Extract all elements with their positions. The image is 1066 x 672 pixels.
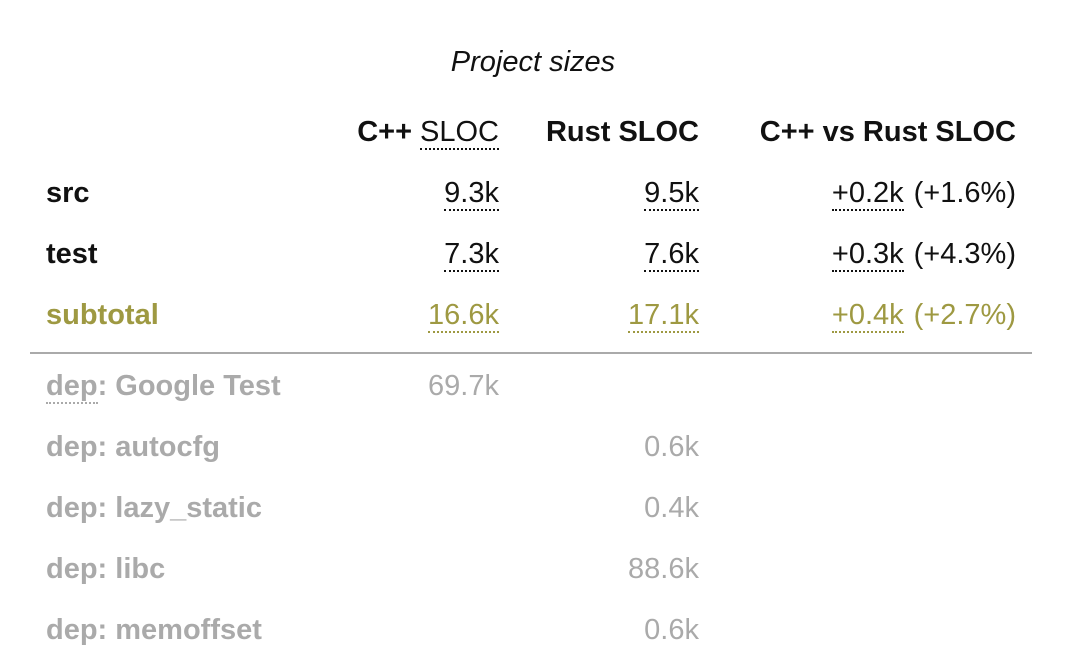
- label: src: [46, 177, 90, 209]
- value: 7.3k: [444, 238, 499, 272]
- label: dep: autocfg: [46, 431, 220, 463]
- value: 9.3k: [444, 177, 499, 211]
- label: : Google Test: [97, 370, 281, 402]
- header-text: C++: [357, 116, 413, 148]
- row-label: dep: Google Test: [46, 368, 346, 404]
- value: 0.4k: [644, 492, 699, 524]
- cell: 0.6k: [500, 429, 699, 465]
- label: subtotal: [46, 299, 159, 331]
- divider: [30, 352, 1032, 354]
- delta: +0.4k: [831, 299, 904, 333]
- value: 88.6k: [628, 553, 699, 585]
- label: test: [46, 238, 98, 270]
- percent: (+2.7%): [913, 299, 1016, 331]
- value: 17.1k: [628, 299, 699, 333]
- row-label: dep: lazy_static: [46, 490, 346, 526]
- row-label: subtotal: [46, 297, 296, 333]
- cell: 17.1k: [500, 297, 699, 333]
- header-text: C++ vs Rust SLOC: [759, 116, 1016, 148]
- delta: +0.3k: [831, 238, 904, 272]
- row-label: dep: memoffset: [46, 612, 346, 648]
- label: dep: lazy_static: [46, 492, 262, 524]
- row-label: dep: libc: [46, 551, 346, 587]
- header-abbr: SLOC: [420, 116, 499, 150]
- value: 0.6k: [644, 431, 699, 463]
- row-label: test: [46, 236, 296, 272]
- cell: 9.3k: [300, 175, 499, 211]
- value: 16.6k: [428, 299, 499, 333]
- label: dep: memoffset: [46, 614, 262, 646]
- header-cell: C++ SLOC: [300, 114, 499, 150]
- header-text: Rust SLOC: [545, 116, 699, 148]
- value: 7.6k: [644, 238, 699, 272]
- cell: 0.6k: [500, 612, 699, 648]
- cell: 7.6k: [500, 236, 699, 272]
- label: dep: [46, 370, 98, 404]
- value: 9.5k: [644, 177, 699, 211]
- delta: +0.2k: [831, 177, 904, 211]
- cell: 16.6k: [300, 297, 499, 333]
- cell: 69.7k: [300, 368, 499, 404]
- cell: 88.6k: [500, 551, 699, 587]
- value: 69.7k: [428, 370, 499, 402]
- cell: 9.5k: [500, 175, 699, 211]
- percent: (+1.6%): [913, 177, 1016, 209]
- cell: 7.3k: [300, 236, 499, 272]
- cell: 0.4k: [500, 490, 699, 526]
- caption: Project sizes: [450, 46, 616, 78]
- header-cell: Rust SLOC: [500, 114, 699, 150]
- row-label: dep: autocfg: [46, 429, 346, 465]
- row-label: src: [46, 175, 296, 211]
- value: 0.6k: [644, 614, 699, 646]
- percent: (+4.3%): [913, 238, 1016, 270]
- cell: +0.2k (+1.6%): [710, 175, 1016, 211]
- cell: +0.3k (+4.3%): [710, 236, 1016, 272]
- header-cell: C++ vs Rust SLOC: [710, 114, 1016, 150]
- label: dep: libc: [46, 553, 166, 585]
- cell: +0.4k (+2.7%): [710, 297, 1016, 333]
